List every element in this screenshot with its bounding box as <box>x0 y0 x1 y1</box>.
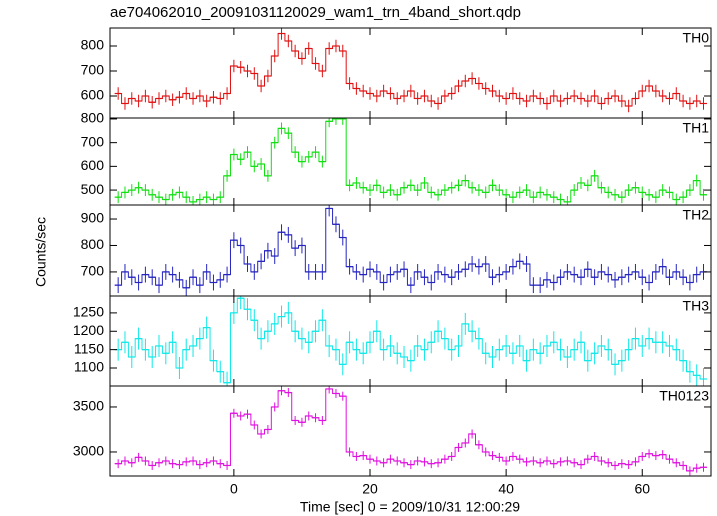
y-tick-label: 800 <box>81 37 105 53</box>
x-tick-label: 0 <box>230 481 238 497</box>
x-tick-label: 40 <box>498 481 514 497</box>
panel-frame <box>109 117 712 206</box>
y-tick-label: 800 <box>81 110 105 126</box>
y-tick-label: 3500 <box>73 398 104 414</box>
y-tick-label: 700 <box>81 133 105 149</box>
series <box>114 205 707 296</box>
y-axis-label: Counts/sec <box>33 217 49 287</box>
y-tick-label: 1250 <box>73 304 104 320</box>
step-line <box>114 297 707 384</box>
y-tick-label: 3000 <box>73 443 104 459</box>
panel-label: TH1 <box>683 120 710 136</box>
y-tick-label: 600 <box>81 157 105 173</box>
step-line <box>114 388 707 472</box>
x-axis-label: Time [sec] 0 = 2009/10/31 12:00:29 <box>300 499 520 515</box>
y-tick-label: 1150 <box>74 340 104 356</box>
y-tick-label: 600 <box>81 87 105 103</box>
series <box>114 386 707 476</box>
step-line <box>114 207 707 289</box>
y-tick-label: 1100 <box>74 359 104 375</box>
y-tick-label: 800 <box>81 236 105 252</box>
y-tick-label: 900 <box>81 210 105 226</box>
series <box>114 296 707 386</box>
y-tick-label: 1200 <box>73 322 104 338</box>
x-tick-label: 20 <box>362 481 378 497</box>
step-line <box>114 118 707 203</box>
y-tick-label: 700 <box>81 62 105 78</box>
step-line <box>114 33 707 107</box>
panel-frame <box>109 27 712 119</box>
y-tick-label: 500 <box>81 181 105 197</box>
panel-label: TH2 <box>683 207 710 223</box>
chart-title: ae704062010_20091031120029_wam1_trn_4ban… <box>110 4 521 21</box>
y-tick-label: 700 <box>81 263 105 279</box>
series <box>114 118 707 205</box>
panel-frame <box>109 385 712 477</box>
panel-label: TH0 <box>683 30 710 46</box>
series <box>114 28 707 113</box>
panel-label: TH0123 <box>659 388 709 404</box>
x-tick-label: 60 <box>634 481 650 497</box>
panel-label: TH3 <box>683 298 710 314</box>
